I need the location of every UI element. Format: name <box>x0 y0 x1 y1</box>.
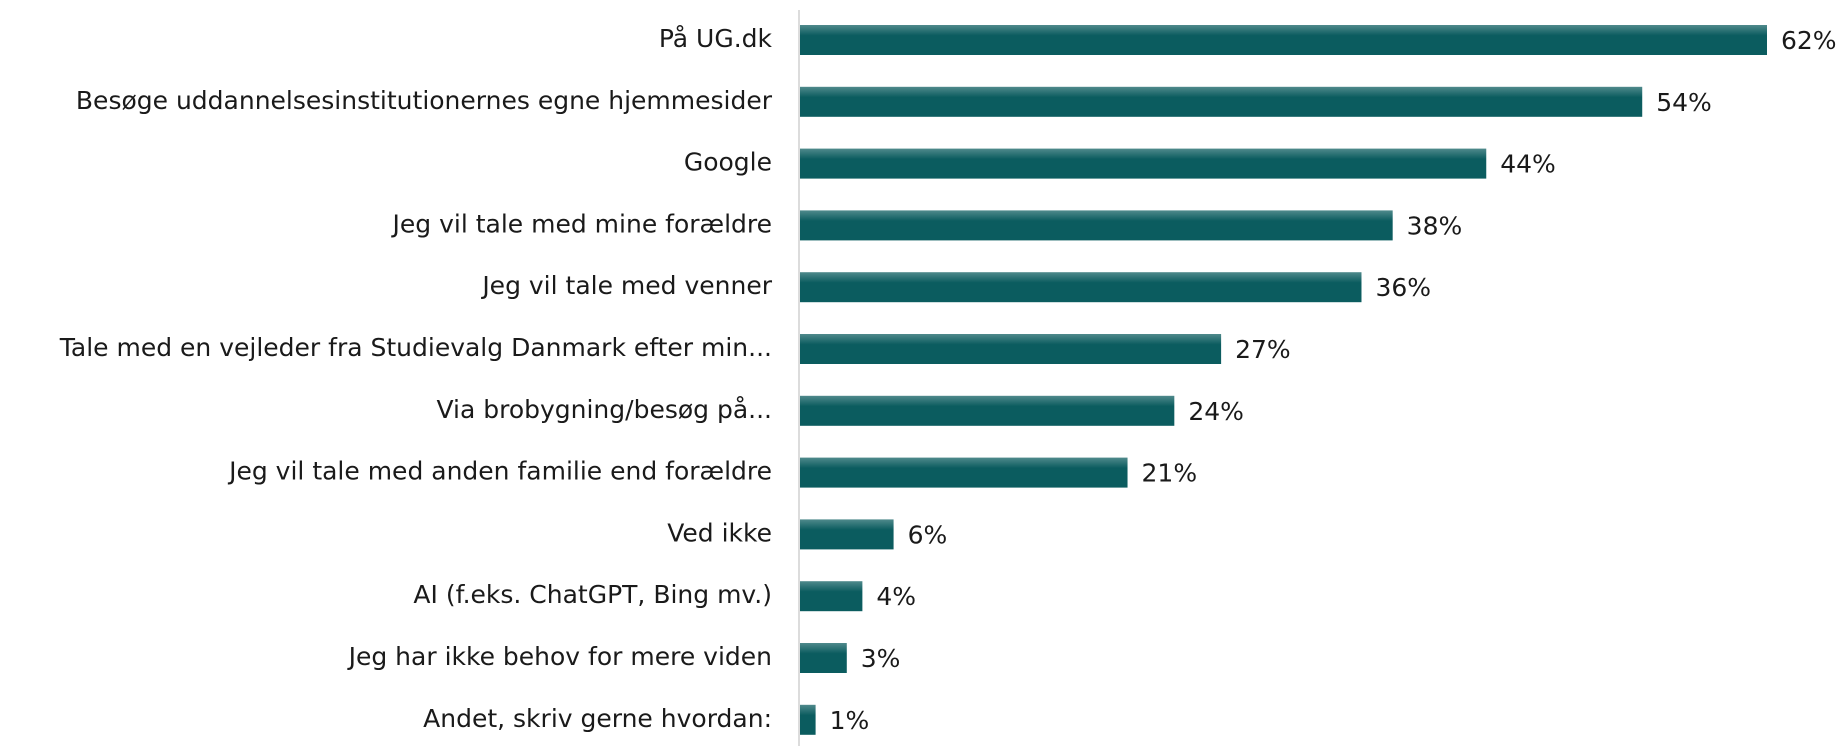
category-label: Via brobygning/besøg på... <box>436 395 772 424</box>
data-label: 21% <box>1142 459 1198 488</box>
bar <box>800 581 863 612</box>
category-label: Ved ikke <box>667 518 772 547</box>
category-label: Jeg vil tale med venner <box>480 271 772 300</box>
category-label: Jeg har ikke behov for mere viden <box>347 642 772 671</box>
data-label: 62% <box>1781 26 1837 55</box>
bar <box>800 643 847 673</box>
bar <box>800 457 1128 488</box>
data-label: 44% <box>1500 150 1556 179</box>
bar <box>800 148 1487 179</box>
data-label: 6% <box>908 520 948 549</box>
bar <box>800 25 1767 55</box>
bar <box>800 519 894 550</box>
bar <box>800 210 1393 241</box>
category-label: Besøge uddannelsesinstitutionernes egne … <box>76 86 773 115</box>
data-label: 4% <box>876 582 916 611</box>
data-label: 36% <box>1375 273 1431 302</box>
category-label: Jeg vil tale med mine forældre <box>391 209 772 238</box>
category-label: Andet, skriv gerne hvordan: <box>423 704 772 733</box>
data-label: 38% <box>1407 211 1463 240</box>
data-label: 27% <box>1235 335 1291 364</box>
bar <box>800 334 1222 364</box>
category-label: AI (f.eks. ChatGPT, Bing mv.) <box>413 580 772 609</box>
data-label: 24% <box>1188 397 1244 426</box>
data-label: 3% <box>861 644 901 673</box>
category-label: Google <box>684 148 772 177</box>
bar <box>800 272 1362 303</box>
category-label: Jeg vil tale med anden familie end foræl… <box>227 457 772 486</box>
bar <box>800 86 1643 117</box>
data-label: 1% <box>830 706 870 735</box>
bar <box>800 704 816 735</box>
data-label: 54% <box>1656 88 1712 117</box>
bar <box>800 395 1175 426</box>
category-label: Tale med en vejleder fra Studievalg Danm… <box>59 333 772 362</box>
category-label: På UG.dk <box>659 24 773 53</box>
